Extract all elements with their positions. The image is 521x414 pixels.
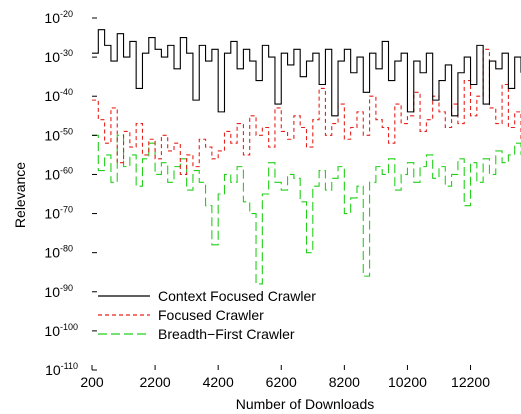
y-axis-title: Relevance xyxy=(12,162,28,228)
x-tick-label: 12200 xyxy=(451,374,490,390)
legend-label: Focused Crawler xyxy=(158,307,264,323)
plot-area xyxy=(92,29,521,285)
series-line-focused-crawler xyxy=(92,48,521,175)
y-axis: 10-2010-3010-4010-5010-6010-7010-8010-90… xyxy=(44,9,97,378)
y-tick-label: 10-60 xyxy=(44,165,73,182)
y-tick-label: 10-40 xyxy=(44,87,73,104)
y-tick-exponent: -90 xyxy=(60,283,73,293)
legend-label: Context Focused Crawler xyxy=(158,288,316,304)
y-tick-exponent: -50 xyxy=(60,126,73,136)
x-axis-title: Number of Downloads xyxy=(236,396,375,412)
y-tick-label: 10-30 xyxy=(44,48,73,65)
series-line-context-focused-crawler xyxy=(92,29,521,117)
legend-label: Breadth−First Crawler xyxy=(158,326,295,342)
y-tick-label: 10-20 xyxy=(44,9,73,26)
y-tick-base: 10 xyxy=(44,245,60,261)
series-line-breadth-first-crawler xyxy=(92,134,521,285)
y-tick-label: 10-50 xyxy=(44,126,73,143)
y-tick-label: 10-70 xyxy=(44,205,73,222)
x-tick-label: 200 xyxy=(80,374,104,390)
y-tick-base: 10 xyxy=(44,284,60,300)
y-tick-exponent: -20 xyxy=(60,9,73,19)
y-tick-exponent: -30 xyxy=(60,48,73,58)
y-tick-exponent: -70 xyxy=(60,205,73,215)
x-tick-label: 8200 xyxy=(329,374,360,390)
y-tick-exponent: -100 xyxy=(60,322,78,332)
y-tick-exponent: -40 xyxy=(60,87,73,97)
legend: Context Focused Crawler Focused Crawler Br… xyxy=(98,288,316,342)
y-tick-label: 10-110 xyxy=(45,361,78,378)
x-tick-label: 10200 xyxy=(388,374,427,390)
x-tick-label: 6200 xyxy=(266,374,297,390)
x-tick-label: 2200 xyxy=(140,374,171,390)
y-tick-base: 10 xyxy=(44,49,60,65)
y-tick-base: 10 xyxy=(44,206,60,222)
y-tick-base: 10 xyxy=(44,166,60,182)
y-tick-base: 10 xyxy=(44,10,60,26)
y-tick-base: 10 xyxy=(44,88,60,104)
y-tick-exponent: -60 xyxy=(60,165,73,175)
y-tick-base: 10 xyxy=(44,127,60,143)
y-tick-label: 10-90 xyxy=(44,283,73,300)
y-tick-base: 10 xyxy=(45,362,61,378)
y-tick-label: 10-80 xyxy=(44,244,73,261)
y-tick-exponent: -80 xyxy=(60,244,73,254)
y-tick-label: 10-100 xyxy=(44,322,78,339)
y-tick-base: 10 xyxy=(44,323,60,339)
x-axis: 200 2200 4200 6200 8200 10200 12200 xyxy=(80,365,490,390)
x-tick-label: 4200 xyxy=(203,374,234,390)
y-tick-exponent: -110 xyxy=(61,361,78,371)
